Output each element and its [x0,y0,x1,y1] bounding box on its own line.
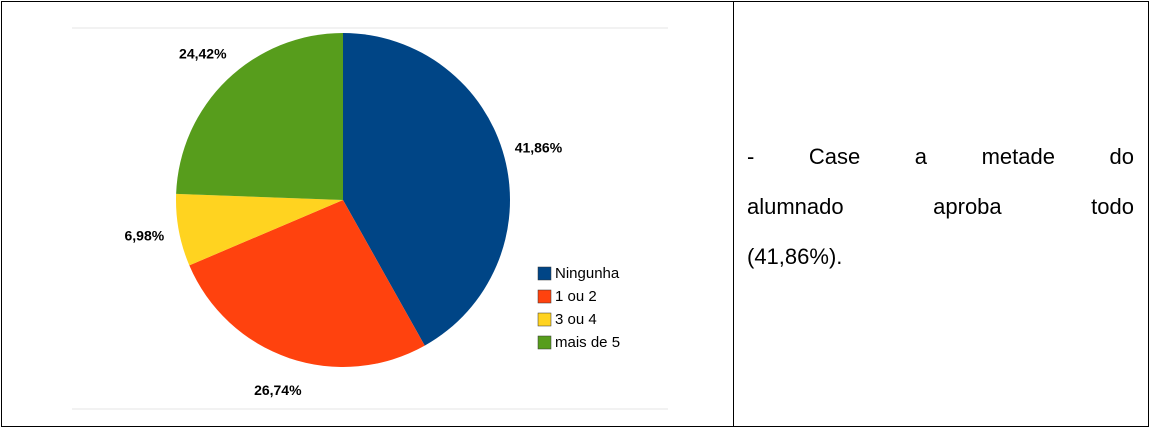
data-label: 6,98% [125,227,165,243]
pie-slice [176,33,343,200]
pie-slice [176,193,343,266]
pie-slice [189,200,425,368]
data-label: 41,86% [515,140,563,156]
legend-swatch [537,266,552,281]
cell-divider [733,1,734,427]
chart: 41,86% 26,74% 6,98% 24,42% Ningunha 1 ou 2 3 o… [72,27,668,410]
legend-swatch [537,335,552,350]
text-line: - Case a metade do [747,144,1134,169]
text-line: alumnado aproba todo [747,194,1134,219]
legend-label: Ningunha [555,265,620,282]
legend-label: 3 ou 4 [555,311,597,328]
text-line: (41,86%). [747,244,843,269]
text-cell: - Case a metade do alumnado aproba todo (4… [747,132,1134,282]
legend-swatch [537,312,552,327]
data-label: 24,42% [179,45,227,61]
legend-swatch [537,289,552,304]
data-label: 26,74% [254,382,302,398]
legend-label: 1 ou 2 [555,288,597,305]
pie-slice [343,33,511,346]
legend-label: mais de 5 [555,334,620,351]
